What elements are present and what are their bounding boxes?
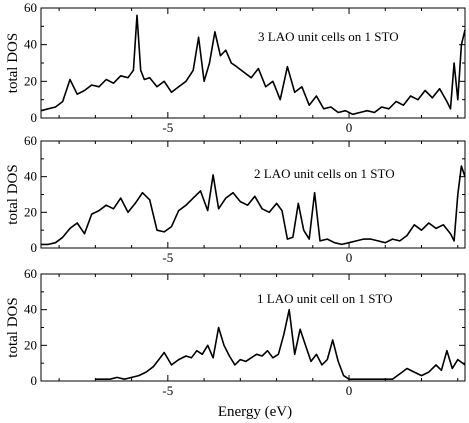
dos-panel-2: 0 20 40 60 -5 0 total DOS 2 LAO unit cells on 1…	[5, 133, 466, 265]
panels: 0 20 40 60 -5 0 total DOS 3 LAO unit cells on 1…	[5, 0, 466, 398]
dos-series-line	[41, 165, 466, 246]
y-axis-label: total DOS	[5, 297, 21, 357]
y-tick-label: 0	[31, 110, 38, 125]
y-tick-label: 0	[31, 373, 38, 388]
x-tick-label: -5	[162, 250, 173, 265]
x-tick-label: -5	[162, 383, 173, 398]
x-tick-label: -5	[162, 120, 173, 135]
y-axis-label: total DOS	[5, 164, 21, 224]
y-tick-label: 60	[24, 133, 37, 148]
x-tick-label: 0	[346, 120, 353, 135]
y-tick-label: 40	[24, 37, 37, 52]
panel-label: 2 LAO unit cells on 1 STO	[254, 166, 395, 181]
x-tick-label: 0	[346, 383, 353, 398]
panel-label: 3 LAO unit cells on 1 STO	[258, 29, 399, 44]
dos-panel-1: 0 20 40 60 -5 0 total DOS 1 LAO unit cell on 1 …	[5, 266, 466, 398]
y-tick-label: 40	[24, 169, 37, 184]
dos-panel-3: 0 20 40 60 -5 0 total DOS 3 LAO unit cells on 1…	[5, 0, 466, 135]
y-tick-label: 60	[24, 266, 37, 281]
y-tick-label: 40	[24, 302, 37, 317]
x-axis-label: Energy (eV)	[218, 404, 292, 420]
y-axis-label: total DOS	[5, 33, 21, 93]
plot-frame	[40, 140, 466, 249]
y-tick-label: 20	[24, 73, 37, 88]
dos-series-line	[40, 14, 466, 116]
y-tick-label: 0	[31, 240, 38, 255]
x-tick-label: 0	[346, 250, 353, 265]
y-tick-label: 20	[24, 337, 37, 352]
panel-label: 1 LAO unit cell on 1 STO	[257, 291, 393, 306]
plot-frame	[40, 7, 466, 119]
y-tick-label: 60	[24, 0, 37, 15]
dos-series-line	[95, 308, 466, 381]
plot-frame	[40, 273, 466, 382]
y-tick-label: 20	[24, 204, 37, 219]
